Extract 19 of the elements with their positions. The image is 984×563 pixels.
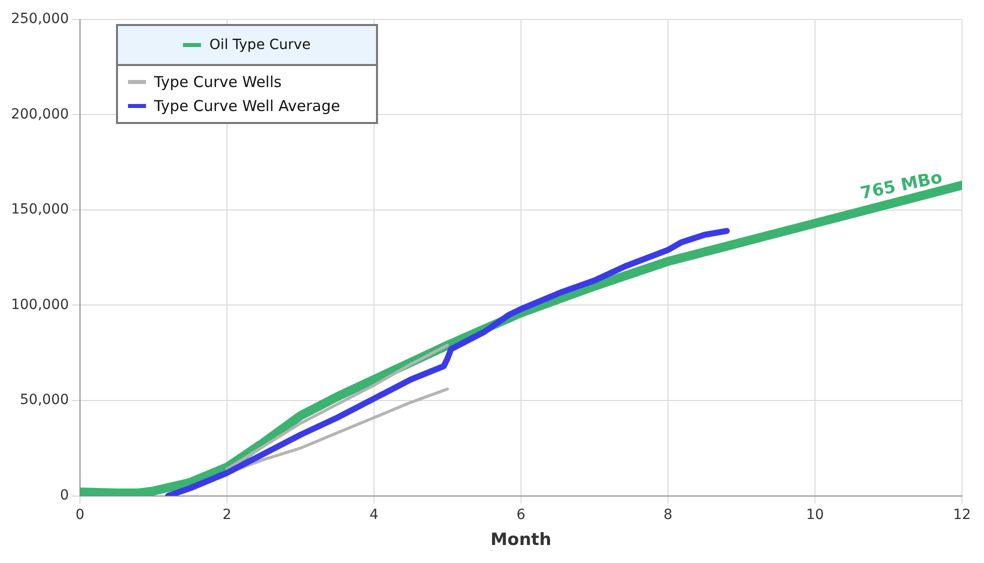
x-tick-label: 12: [953, 506, 971, 523]
annotation: 765 MBo: [858, 168, 944, 204]
x-tick-label: 10: [806, 506, 824, 523]
y-tick-label: 100,000: [10, 296, 69, 313]
x-tick-label: 4: [369, 506, 378, 523]
x-tick-label: 6: [516, 506, 526, 523]
y-tick-label: 0: [60, 487, 69, 504]
y-tick-label: 250,000: [10, 11, 69, 28]
legend-label: Type Curve Wells: [154, 73, 282, 91]
y-tick-label: 200,000: [10, 106, 69, 122]
x-tick-label: 0: [75, 506, 84, 523]
y-tick-label: 50,000: [20, 392, 69, 408]
legend-label: Type Curve Well Average: [154, 97, 340, 115]
legend-label: Oil Type Curve: [209, 37, 311, 53]
legend-header-panel: Oil Type Curve: [118, 26, 376, 66]
x-tick-label: 2: [222, 506, 232, 523]
y-tick-label: 150,000: [10, 202, 69, 218]
x-axis-title: Month: [490, 530, 552, 550]
x-tick-label: 8: [664, 506, 672, 523]
